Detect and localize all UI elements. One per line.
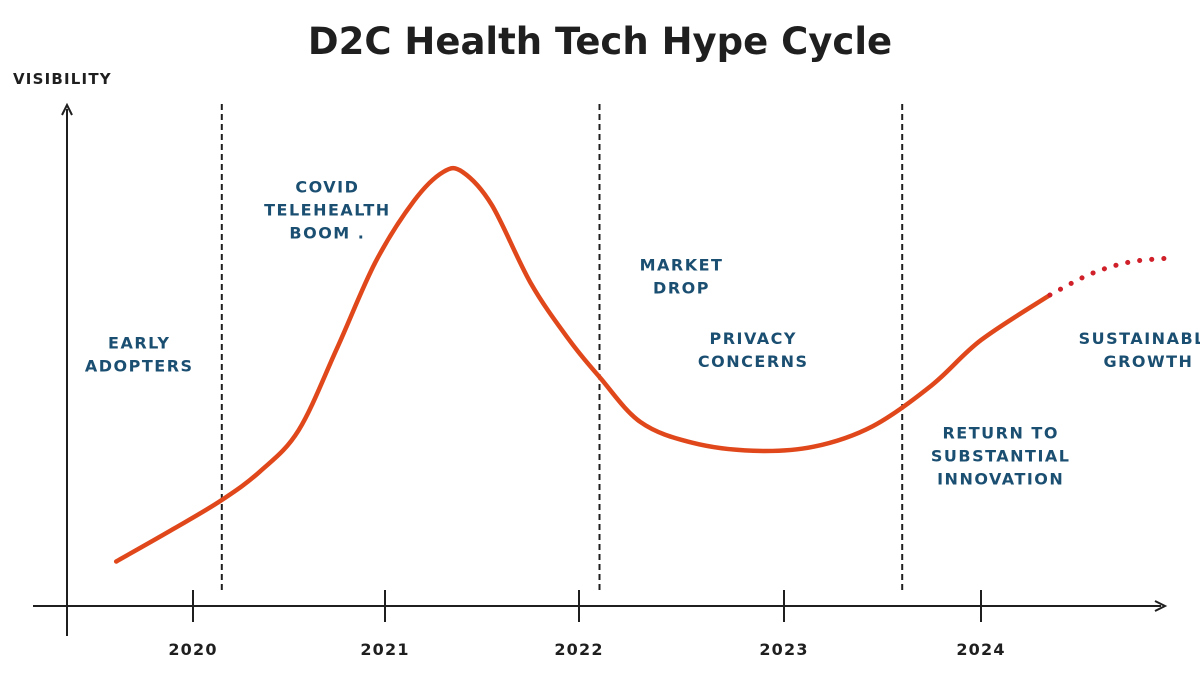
hype-curve-line (113, 165, 1053, 564)
axes (33, 102, 1168, 636)
x-tick-label: 2024 (956, 640, 1005, 659)
phase-label: SUSTAINABLE GROWTH (1079, 329, 1200, 371)
phase-label: RETURN TO SUBSTANTIAL INNOVATION (931, 424, 1071, 489)
phase-label-line: COVID (295, 178, 359, 197)
phase-label-line: BOOM . (289, 224, 365, 243)
x-tick-label: 2021 (360, 640, 409, 659)
y-axis-arrow (61, 102, 73, 116)
phase-label: EARLY ADOPTERS (85, 333, 194, 375)
chart-title: D2C Health Tech Hype Cycle (308, 20, 892, 63)
phase-labels: EARLY ADOPTERS COVID TELEHEALTH BOOM . MARKET… (85, 178, 1200, 489)
phase-label-line: PRIVACY (709, 329, 797, 348)
phase-label-line: MARKET (640, 255, 724, 274)
x-tick-label: 2022 (554, 640, 603, 659)
phase-label-line: SUBSTANTIAL (931, 447, 1071, 466)
phase-label-line: RETURN TO (942, 424, 1058, 443)
phase-dividers (220, 104, 904, 590)
phase-label: MARKET DROP (640, 255, 724, 297)
phase-label: COVID TELEHEALTH BOOM . (264, 178, 391, 243)
x-tick-label: 2023 (759, 640, 808, 659)
x-axis-ticks: 2020 2021 2022 2023 2024 (168, 590, 1005, 659)
phase-label-line: EARLY (108, 333, 170, 352)
phase-label-line: GROWTH (1103, 352, 1193, 371)
phase-label-line: CONCERNS (698, 352, 809, 371)
hype-curve (113, 165, 1171, 564)
phase-label: PRIVACY CONCERNS (698, 329, 809, 371)
phase-label-line: ADOPTERS (85, 356, 194, 375)
phase-label-line: INNOVATION (937, 470, 1064, 489)
phase-label-line: SUSTAINABLE (1079, 329, 1200, 348)
y-axis-label: VISIBILITY (13, 70, 112, 88)
x-axis-arrow (1154, 600, 1168, 612)
phase-label-line: DROP (653, 278, 710, 297)
x-tick-label: 2020 (168, 640, 217, 659)
projected-curve-dots (1047, 255, 1171, 298)
phase-label-line: TELEHEALTH (264, 201, 391, 220)
